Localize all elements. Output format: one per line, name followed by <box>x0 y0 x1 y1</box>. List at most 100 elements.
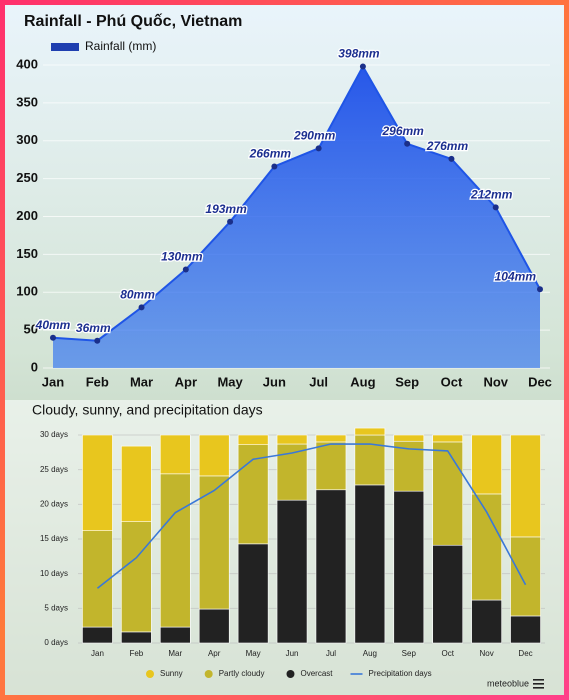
bar-segment <box>432 544 464 644</box>
y-tick-label: 10 days <box>40 569 68 578</box>
x-tick-label: Apr <box>208 649 221 658</box>
bar-segment <box>432 441 464 546</box>
data-label: 40mm <box>35 318 71 332</box>
bar-segment <box>471 493 502 601</box>
point <box>271 163 278 170</box>
bar-segment <box>121 631 152 644</box>
bar-segment <box>198 475 230 610</box>
menu-icon[interactable] <box>533 679 544 689</box>
data-label: 193mm <box>205 202 247 216</box>
bar-segment <box>159 626 191 644</box>
x-tick-label: Aug <box>350 374 375 389</box>
bar-segment <box>432 434 464 443</box>
legend-swatch <box>204 670 213 678</box>
legend-label: Rainfall (mm) <box>85 39 156 53</box>
bar-segment <box>159 434 191 475</box>
bar-segment <box>471 434 502 495</box>
point <box>227 218 234 225</box>
line <box>52 64 541 342</box>
bar-segment <box>471 599 502 644</box>
bar-segment <box>354 427 386 436</box>
x-tick-label: Sep <box>402 649 417 658</box>
x-tick-label: Dec <box>528 374 552 389</box>
bar-segment <box>82 530 113 628</box>
bar-segment <box>354 434 386 486</box>
y-tick-label: 400 <box>16 56 38 71</box>
x-tick-label: May <box>217 374 243 389</box>
point <box>537 286 543 293</box>
data-label: 398mm <box>338 47 380 61</box>
x-tick-label: Sep <box>395 374 419 389</box>
point <box>492 204 499 211</box>
point <box>50 334 56 341</box>
legend-label: Precipitation days <box>369 669 432 678</box>
point <box>315 145 322 152</box>
x-tick-label: Jul <box>326 649 336 658</box>
x-tick-label: Nov <box>483 374 508 389</box>
legend-label: Overcast <box>300 669 333 678</box>
y-tick-label: 0 days <box>44 638 68 647</box>
point <box>182 266 189 273</box>
legend-label: Partly cloudy <box>219 669 265 678</box>
bar-segment <box>276 499 308 644</box>
x-tick-label: Oct <box>441 374 463 389</box>
bar-segment <box>82 626 113 644</box>
y-tick-label: 20 days <box>40 499 68 508</box>
bar-segment <box>315 434 347 443</box>
bar-segment <box>121 445 152 522</box>
y-tick-label: 150 <box>16 246 38 261</box>
bar-segment <box>393 434 425 442</box>
bar-segment <box>354 484 386 644</box>
bar-segment <box>315 441 347 491</box>
x-tick-label: Nov <box>480 649 494 658</box>
y-tick-label: 30 days <box>40 430 68 439</box>
chart-title: Rainfall - Phú Quốc, Vietnam <box>24 13 242 30</box>
y-tick-label: 25 days <box>40 465 68 474</box>
line <box>96 443 527 589</box>
x-tick-label: Mar <box>168 649 182 658</box>
bar-segment <box>237 444 269 545</box>
x-tick-label: Jun <box>286 649 299 658</box>
y-tick-label: 200 <box>16 208 38 223</box>
point <box>448 155 455 162</box>
bar-segment <box>510 615 541 644</box>
y-tick-label: 350 <box>16 94 38 109</box>
x-tick-label: Feb <box>129 649 143 658</box>
point <box>404 140 411 147</box>
point <box>138 304 145 311</box>
y-tick-label: 5 days <box>44 603 68 612</box>
x-tick-label: Jan <box>91 649 104 658</box>
bar-segment <box>198 608 230 644</box>
legend-swatch <box>146 670 154 678</box>
area <box>53 66 540 368</box>
y-tick-label: 300 <box>16 132 38 147</box>
x-tick-label: Aug <box>363 649 377 658</box>
point <box>94 337 101 344</box>
bar-segment <box>237 434 269 446</box>
data-label: 290mm <box>293 128 336 142</box>
x-tick-label: Jun <box>263 374 286 389</box>
x-tick-label: Apr <box>175 374 197 389</box>
bar-segment <box>510 434 541 538</box>
legend-swatch <box>51 43 79 51</box>
x-tick-label: May <box>246 649 261 658</box>
credit: meteoblue <box>487 678 529 688</box>
y-tick-label: 0 <box>31 359 38 374</box>
data-label: 266mm <box>249 147 292 161</box>
data-label: 212mm <box>470 188 513 202</box>
y-tick-label: 50 <box>24 322 38 337</box>
chart-title: Cloudy, sunny, and precipitation days <box>32 402 263 418</box>
bar-segment <box>121 521 152 633</box>
y-tick-label: 100 <box>16 284 38 299</box>
point <box>359 63 366 70</box>
data-label: 80mm <box>120 288 155 302</box>
x-tick-label: Dec <box>518 649 532 658</box>
bar-segment <box>237 543 269 644</box>
bar-segment <box>393 490 425 644</box>
bar-segment <box>510 536 541 617</box>
data-label: 276mm <box>426 139 469 153</box>
y-tick-label: 250 <box>16 170 38 185</box>
bar-segment <box>315 489 347 644</box>
